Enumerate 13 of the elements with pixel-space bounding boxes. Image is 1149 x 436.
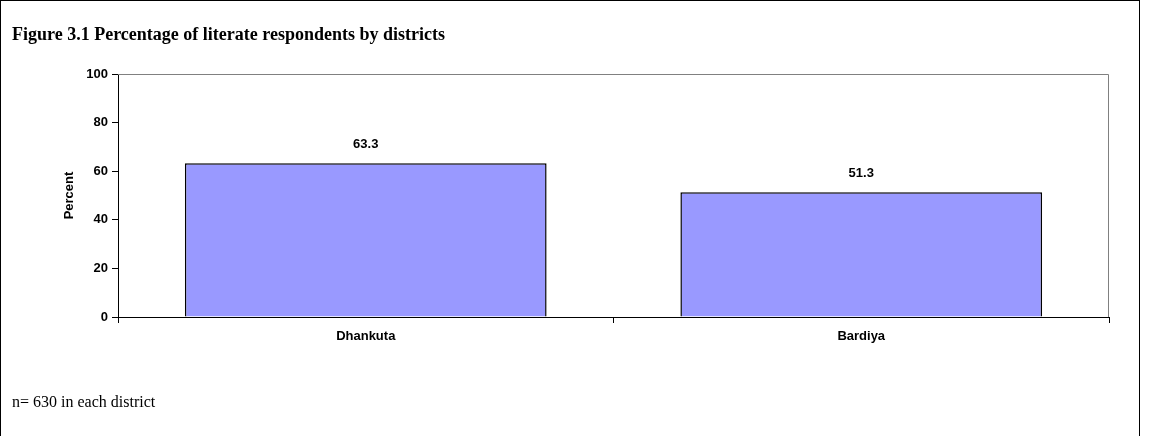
y-tick-label: 80: [93, 114, 108, 130]
x-tick-label: Dhankuta: [336, 328, 397, 344]
y-axis-title: Percent: [61, 170, 77, 220]
y-tick-label: 100: [86, 65, 108, 81]
data-label: 51.3: [848, 165, 874, 181]
y-tick-label: 40: [93, 211, 108, 227]
y-tick-label: 0: [100, 308, 108, 324]
y-tick-label: 20: [93, 259, 108, 275]
x-tick-label: Bardiya: [837, 328, 886, 344]
y-tick-label: 60: [93, 162, 108, 178]
chart-title: Figure 3.1 Percentage of literate respondents by districts: [12, 24, 445, 45]
text: n= 630 in each district: [12, 393, 156, 411]
data-label: 63.3: [353, 136, 379, 152]
